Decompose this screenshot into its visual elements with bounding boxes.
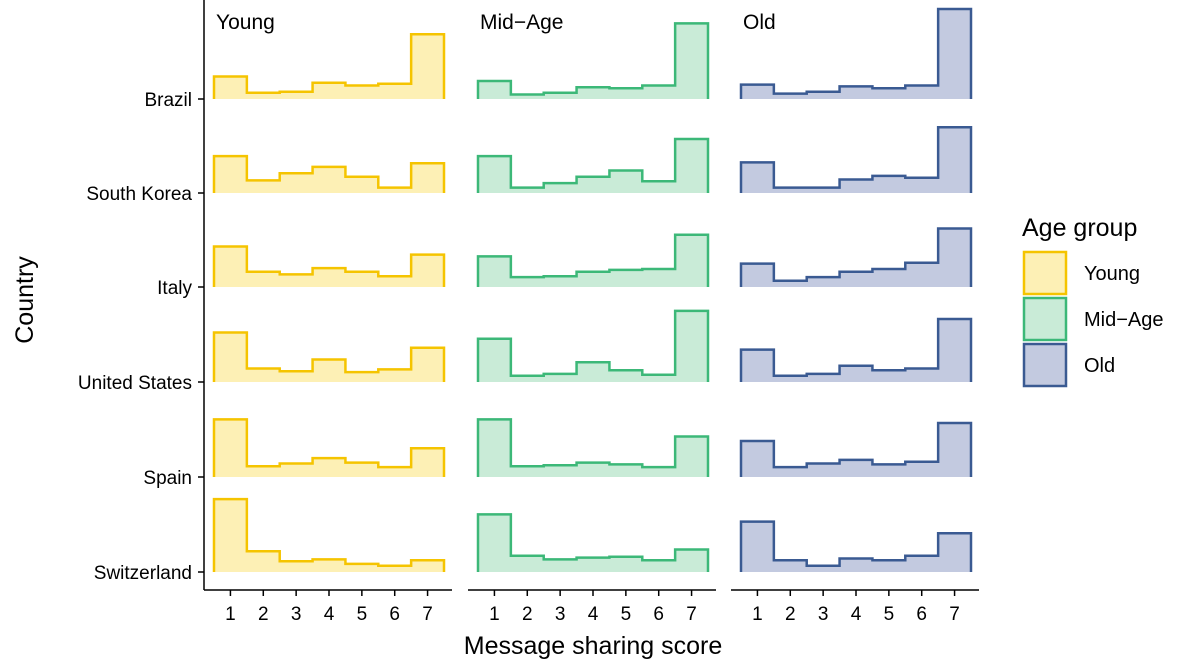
histogram-outline <box>212 418 446 477</box>
histogram-outline <box>476 418 710 477</box>
y-tick-label: Italy <box>157 278 192 299</box>
x-tick-label: 1 <box>752 604 763 625</box>
x-tick-label: 3 <box>555 604 566 625</box>
histogram-outline <box>212 245 446 287</box>
x-tick-label: 6 <box>389 604 400 625</box>
histogram-outline <box>739 421 973 477</box>
x-tick-label: 1 <box>225 604 236 625</box>
histogram-outline <box>212 32 446 99</box>
facet-title: Old <box>743 11 776 34</box>
histogram-fill <box>214 246 444 287</box>
histogram-fill <box>741 521 971 572</box>
legend-swatch <box>1022 342 1068 388</box>
facet-title: Mid−Age <box>480 11 563 34</box>
histogram-outline <box>212 154 446 193</box>
x-tick-label: 6 <box>916 604 927 625</box>
x-tick-label: 1 <box>489 604 500 625</box>
facet-0: Young <box>212 11 446 572</box>
histogram-fill <box>741 127 971 193</box>
histogram-fill <box>214 419 444 477</box>
histogram-fill <box>478 310 708 382</box>
histogram-outline <box>739 7 973 99</box>
x-tick-label: 5 <box>357 604 368 625</box>
plot-area: Young Mid−Age Old <box>212 7 973 572</box>
histogram-outline <box>476 22 710 99</box>
histogram-fill <box>478 23 708 99</box>
x-tick-label: 2 <box>258 604 269 625</box>
y-tick-label: Spain <box>143 468 192 489</box>
x-tick-label: 5 <box>621 604 632 625</box>
histogram-outline <box>739 126 973 193</box>
histogram-fill <box>478 514 708 572</box>
legend-item: Old <box>1022 342 1115 388</box>
legend-title: Age group <box>1022 214 1137 242</box>
histogram-fill <box>741 9 971 99</box>
x-tick-label: 2 <box>522 604 533 625</box>
x-tick-label: 4 <box>324 604 335 625</box>
x-tick-label: 5 <box>884 604 895 625</box>
legend-item: Young <box>1022 250 1140 296</box>
histogram-fill <box>741 228 971 287</box>
facet-1: Mid−Age <box>476 11 710 572</box>
y-tick-label: South Korea <box>86 184 192 205</box>
y-axis-title: Country <box>11 256 39 344</box>
histogram-outline <box>476 233 710 287</box>
x-tick-label: 7 <box>949 604 960 625</box>
histogram-fill <box>214 34 444 100</box>
facet-2: Old <box>739 7 973 572</box>
y-tick-label: Brazil <box>144 90 192 111</box>
legend-label: Old <box>1084 355 1115 377</box>
legend-label: Mid−Age <box>1084 309 1164 331</box>
x-tick-label: 3 <box>818 604 829 625</box>
histogram-fill <box>478 419 708 477</box>
legend-label: Young <box>1084 263 1140 285</box>
histogram-fill <box>214 499 444 572</box>
histogram-fill <box>741 319 971 382</box>
histogram-outline <box>476 137 710 193</box>
histogram-outline <box>739 317 973 382</box>
x-axis-title: Message sharing score <box>464 632 722 660</box>
y-tick-label: United States <box>78 373 192 394</box>
x-tick-label: 7 <box>686 604 697 625</box>
x-tick-label: 7 <box>422 604 433 625</box>
legend-swatch <box>1022 296 1068 342</box>
histogram-outline <box>739 227 973 287</box>
histogram-outline <box>476 309 710 382</box>
x-tick-label: 6 <box>653 604 664 625</box>
histogram-outline <box>212 331 446 382</box>
y-tick-label: Switzerland <box>94 563 192 584</box>
histogram-outline <box>212 497 446 572</box>
x-tick-label: 3 <box>291 604 302 625</box>
histogram-outline <box>476 513 710 572</box>
histogram-fill <box>214 332 444 382</box>
legend: Age group Young Mid−Age Old <box>1022 214 1164 388</box>
histogram-fill <box>214 156 444 193</box>
histogram-fill <box>478 234 708 287</box>
legend-swatch <box>1022 250 1068 296</box>
facet-title: Young <box>216 11 275 34</box>
x-tick-label: 4 <box>851 604 862 625</box>
x-tick-label: 2 <box>785 604 796 625</box>
histogram-fill <box>741 423 971 477</box>
x-tick-label: 4 <box>588 604 599 625</box>
histogram-outline <box>739 520 973 572</box>
legend-item: Mid−Age <box>1022 296 1164 342</box>
histogram-fill <box>478 139 708 193</box>
